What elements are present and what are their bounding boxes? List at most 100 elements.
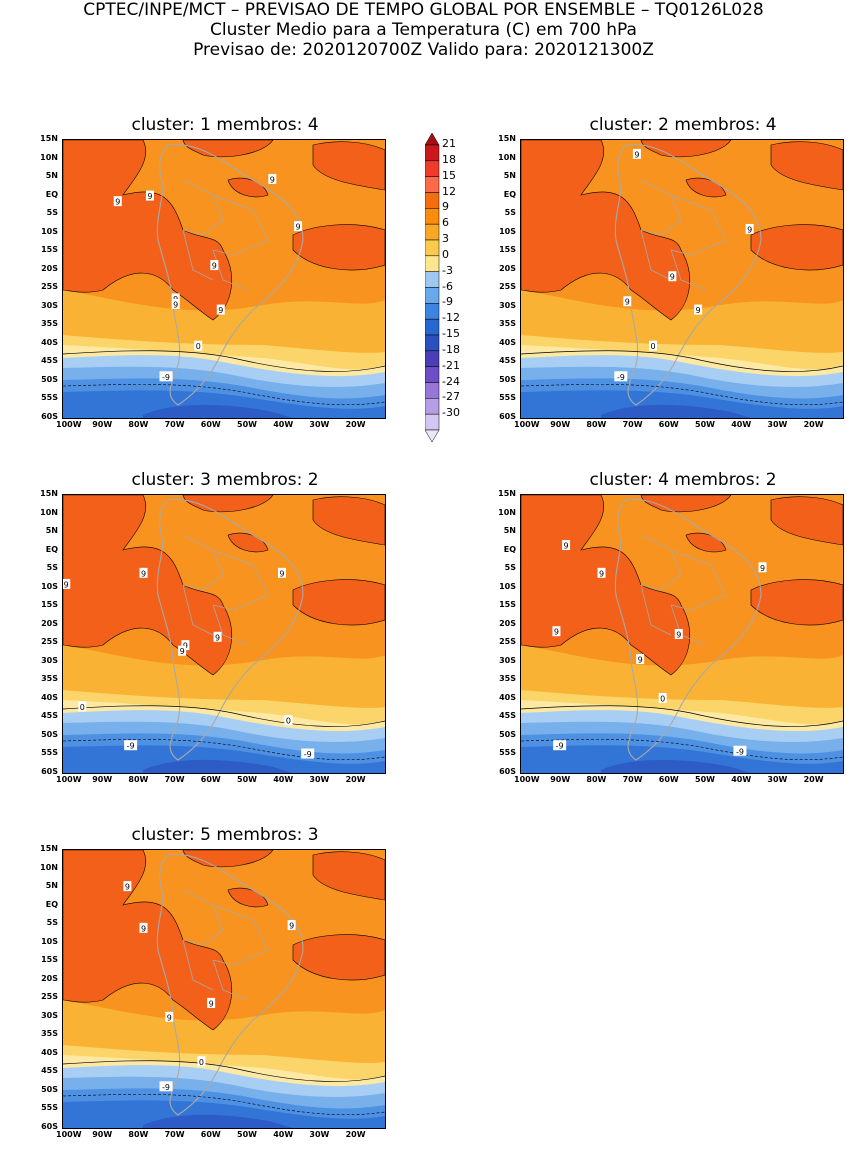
country-borders — [182, 534, 269, 646]
colorbar-label: 0 — [442, 247, 449, 261]
lon-tick-label: 100W — [56, 1130, 82, 1139]
lon-tick-label: 60W — [200, 420, 221, 429]
contour-label: 9 — [113, 196, 122, 207]
lat-tick-label: 25S — [499, 282, 516, 292]
colorbar-label: 15 — [442, 168, 456, 182]
lat-tick-label: 5S — [504, 563, 516, 573]
temperature-field: 9 9 9 9 9 9 0 -9 -9 — [521, 495, 843, 773]
lat-tick-label: 50S — [41, 729, 58, 739]
lon-tick-label: 50W — [237, 775, 257, 784]
lat-tick-label: 30S — [499, 300, 516, 310]
lat-tick-label: 30S — [499, 655, 516, 665]
colorbar-label: -30 — [442, 406, 460, 420]
svg-text:9: 9 — [634, 150, 639, 159]
lat-tick-label: 40S — [499, 337, 516, 347]
lon-tick-label: 20W — [345, 420, 366, 429]
lon-tick-label: 90W — [92, 1130, 113, 1139]
lat-tick-label: 10S — [41, 936, 58, 946]
lat-tick-label: 25S — [41, 637, 58, 647]
svg-text:9: 9 — [141, 924, 146, 933]
lon-tick-label: 40W — [273, 1130, 294, 1139]
lat-tick-label: 20S — [41, 263, 58, 273]
svg-text:-9: -9 — [736, 747, 744, 756]
lat-tick-label: 35S — [499, 674, 516, 684]
lat-tick-label: 15N — [40, 844, 58, 853]
svg-text:9: 9 — [167, 1013, 172, 1022]
lat-tick-label: 55S — [499, 748, 516, 758]
lat-tick-label: 15S — [499, 600, 516, 610]
lat-tick-label: 35S — [41, 1029, 58, 1039]
lat-tick-label: 10N — [498, 507, 516, 517]
lat-tick-label: 60S — [41, 1122, 58, 1131]
lat-tick-label: 55S — [41, 1103, 58, 1113]
lat-tick-label: 5N — [45, 881, 58, 891]
svg-text:9: 9 — [599, 569, 604, 578]
contour-label: 9 — [674, 629, 683, 640]
contour-label: 9 — [623, 296, 632, 307]
lon-tick-label: 70W — [622, 775, 643, 784]
lat-tick-label: 45S — [41, 711, 58, 721]
lat-tick-label: 50S — [41, 1084, 58, 1094]
lon-tick-label: 30W — [767, 420, 788, 429]
svg-text:0: 0 — [199, 1058, 204, 1067]
lat-tick-label: 30S — [41, 300, 58, 310]
svg-text:9: 9 — [212, 262, 217, 271]
lat-tick-label: 5S — [504, 208, 516, 218]
colorbar-label: -6 — [442, 279, 453, 293]
contour-label: 9 — [139, 922, 148, 933]
lat-tick-label: 15S — [41, 600, 58, 610]
lat-tick-label: 60S — [499, 412, 516, 421]
lat-tick-label: 5S — [46, 208, 58, 218]
svg-text:9: 9 — [625, 298, 630, 307]
lat-tick-label: 25S — [41, 992, 58, 1002]
svg-text:9: 9 — [696, 306, 701, 315]
contour-label: 0 — [284, 715, 293, 726]
lon-tick-label: 30W — [309, 420, 330, 429]
lat-tick-label: 20S — [41, 618, 58, 628]
contour-label: -9 — [159, 1081, 173, 1092]
lon-tick-label: 50W — [695, 775, 715, 784]
lat-tick-label: 60S — [499, 767, 516, 776]
contour-label: 0 — [78, 701, 87, 712]
lon-tick-label: 60W — [200, 775, 221, 784]
lat-tick-label: 55S — [41, 748, 58, 758]
svg-text:0: 0 — [80, 703, 85, 712]
svg-text:9: 9 — [141, 569, 146, 578]
contour-label: 9 — [694, 304, 703, 315]
svg-text:0: 0 — [660, 694, 665, 703]
svg-text:9: 9 — [564, 542, 569, 551]
lat-tick-label: 5N — [45, 526, 58, 536]
warm-region — [521, 495, 843, 676]
contour-label: -9 — [553, 740, 567, 751]
lat-tick-label: EQ — [503, 544, 516, 554]
lat-tick-label: 15S — [499, 245, 516, 255]
svg-text:9: 9 — [180, 647, 185, 656]
temperature-field: 9 9 9 9 9 0 -9 — [521, 140, 843, 418]
lat-tick-label: 25S — [499, 637, 516, 647]
country-borders — [182, 179, 269, 291]
lat-tick-label: 35S — [499, 319, 516, 329]
svg-text:9: 9 — [125, 883, 130, 892]
lon-tick-label: 20W — [345, 775, 366, 784]
lon-tick-label: 40W — [273, 420, 294, 429]
svg-text:9: 9 — [676, 631, 681, 640]
cluster-map-panel: 9 9 9 9 9 0 -9 — [62, 849, 386, 1129]
lat-tick-label: 15N — [498, 134, 516, 143]
contour-label: -9 — [733, 745, 747, 756]
lat-tick-label: 10S — [41, 581, 58, 591]
svg-text:9: 9 — [270, 175, 275, 184]
svg-text:9: 9 — [173, 301, 178, 310]
colorbar-label: -18 — [442, 342, 460, 356]
country-borders — [640, 534, 727, 646]
contour-label: -9 — [614, 371, 628, 382]
contour-label: -9 — [159, 371, 173, 382]
subtitle-dates: Previsao de: 2020120700Z Valido para: 20… — [193, 40, 654, 60]
lon-tick-label: 80W — [128, 1130, 149, 1139]
colorbar-label: 21 — [442, 137, 456, 150]
svg-text:0: 0 — [196, 342, 201, 351]
lat-tick-label: 35S — [41, 319, 58, 329]
panel-title: cluster: 3 membros: 2 — [131, 470, 319, 490]
cluster-map-panel: 9 9 9 9 9 0 -9 — [520, 139, 844, 419]
lon-tick-label: 50W — [237, 420, 257, 429]
contour-label: 9 — [216, 304, 225, 315]
